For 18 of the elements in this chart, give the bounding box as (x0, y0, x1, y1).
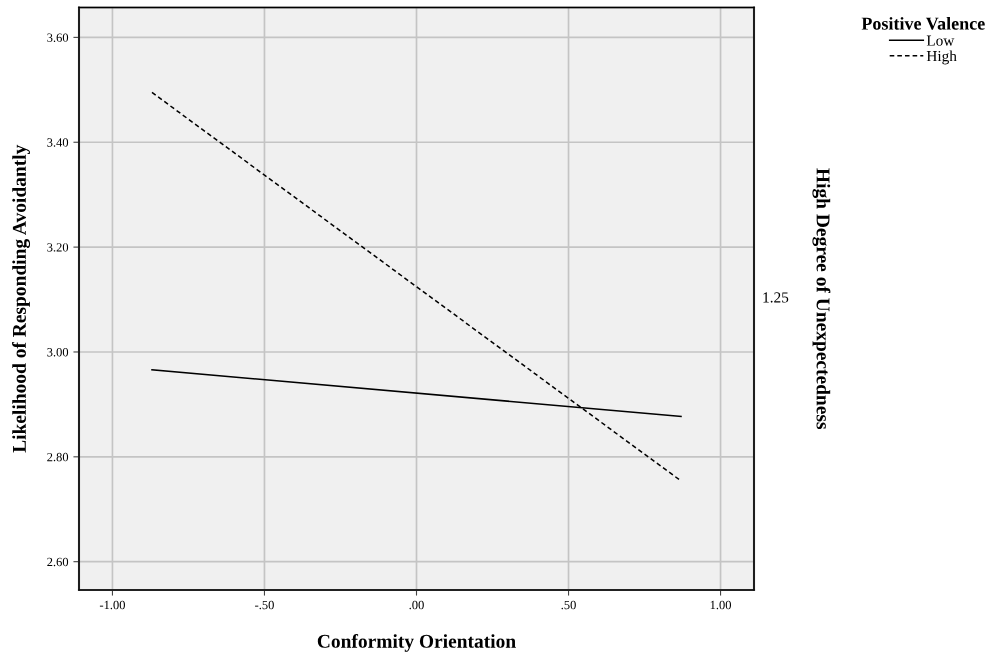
y-tick-label: 2.80 (47, 452, 69, 462)
x-tick-label: 1.00 (710, 600, 732, 610)
x-tick-label: -.50 (255, 600, 274, 610)
y-tick-label: 3.20 (47, 243, 69, 252)
legend-label: High (926, 50, 957, 65)
y-axis-title: Likelihood of Responding Avoidantly (12, 144, 31, 453)
y2-axis-title: High Degree of Unexpectedness (812, 168, 831, 430)
legend-label: Low (926, 35, 955, 46)
x-tick-label: .00 (409, 600, 424, 610)
legend-title: Positive Valence (861, 17, 985, 30)
x-tick-label: -1.00 (99, 600, 125, 610)
x-axis-title: Conformity Orientation (317, 633, 516, 652)
y-tick-label: 2.60 (47, 557, 69, 567)
y-tick-label: 3.40 (47, 138, 69, 147)
x-tick-label: .50 (561, 600, 576, 610)
y-tick-label: 3.60 (47, 33, 69, 42)
y-tick-label: 3.00 (47, 347, 69, 357)
text: 1.25 (763, 292, 789, 303)
